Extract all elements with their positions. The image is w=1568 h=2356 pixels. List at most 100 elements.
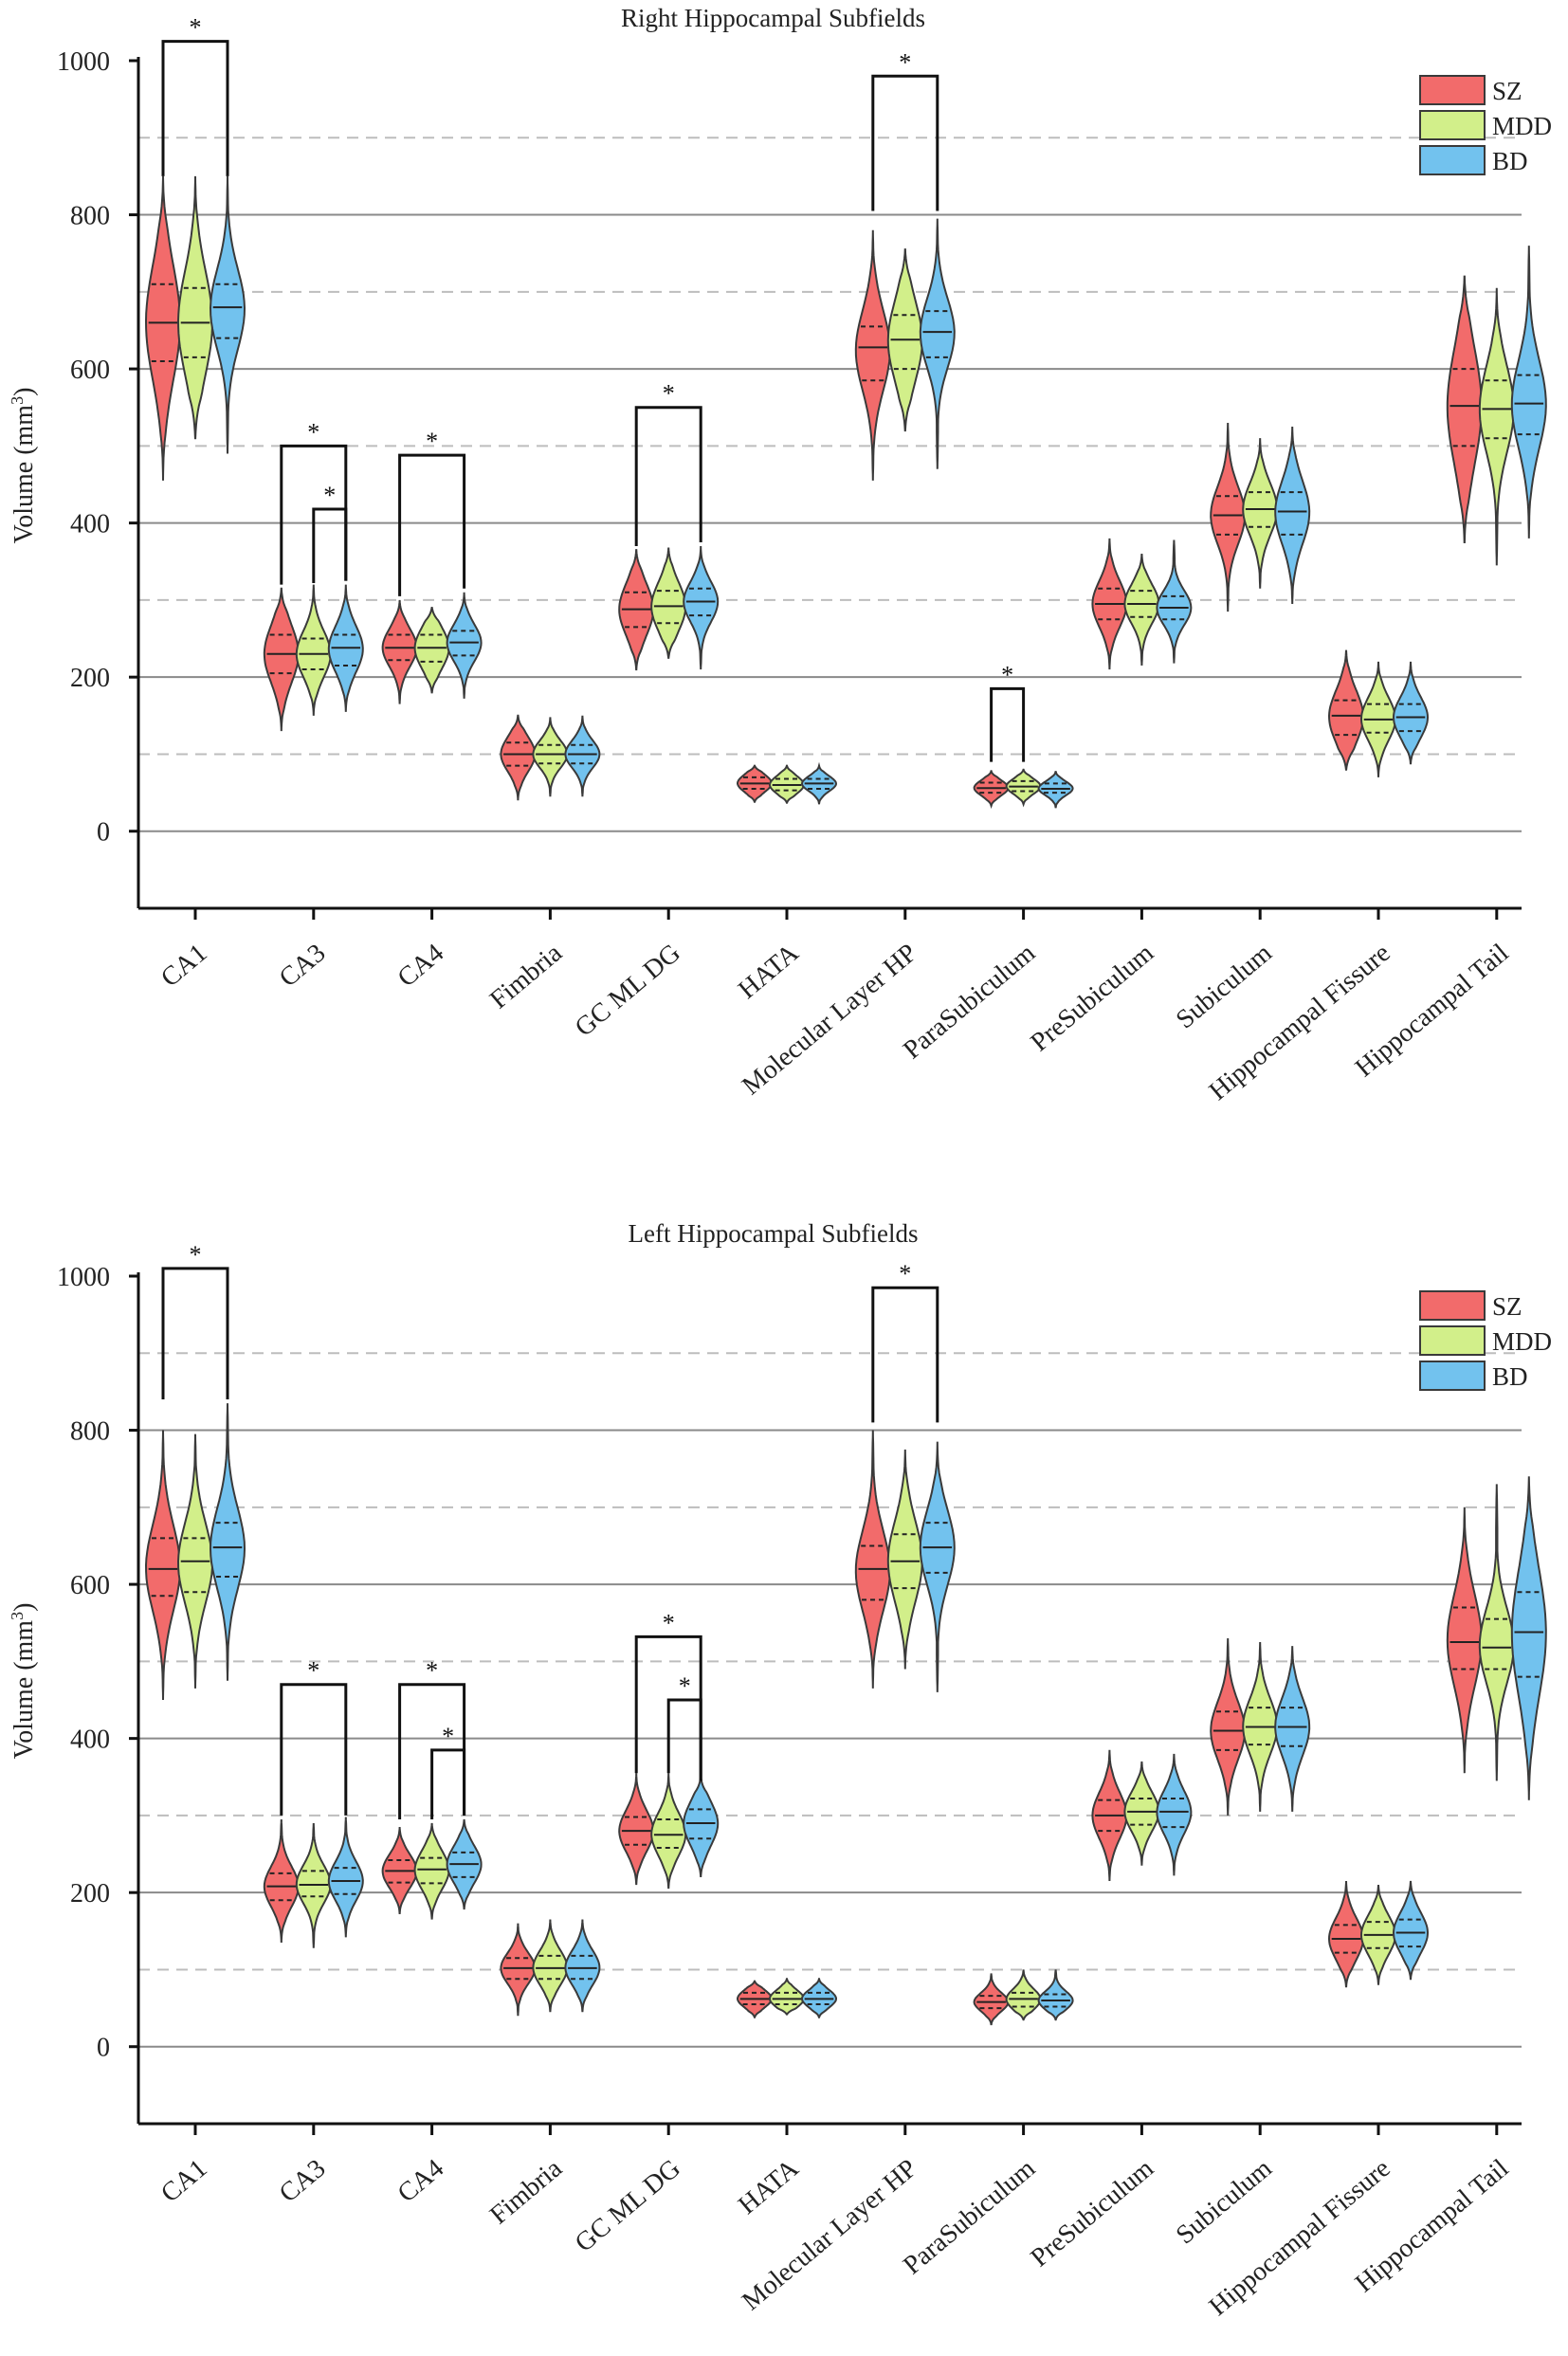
x-tick-label: Fimbria (484, 938, 568, 1014)
violin-bd (683, 545, 720, 670)
y-tick-label: 800 (70, 202, 110, 231)
y-tick-label: 400 (70, 1726, 110, 1755)
violin-bd (564, 1919, 601, 2013)
violin-bd (919, 218, 956, 469)
significance-bracket (280, 1683, 348, 1816)
significance-star: * (190, 1241, 202, 1269)
violin-sz (1327, 649, 1365, 771)
violin-mdd (295, 584, 332, 716)
violin-bd (919, 1441, 956, 1692)
significance-star: * (442, 1723, 454, 1750)
significance-star: * (1001, 661, 1013, 688)
y-tick-label: 200 (70, 1879, 110, 1909)
x-tick-label: CA3 (274, 939, 331, 994)
violin-bd (1274, 1646, 1311, 1812)
legend-swatch-sz (1419, 1290, 1486, 1321)
y-tick-label: 600 (70, 1571, 110, 1600)
violin-sz (1210, 1637, 1247, 1816)
legend-swatch-sz (1419, 75, 1486, 105)
x-tick-label: Fimbria (484, 2153, 568, 2230)
significance-bracket (161, 40, 229, 176)
significance-bracket (161, 1267, 229, 1400)
violin-sz (1446, 275, 1483, 543)
violin-sz (263, 587, 300, 732)
significance-star: * (899, 1260, 911, 1288)
violin-sz (1446, 1507, 1483, 1774)
x-tick-label: CA1 (155, 939, 212, 994)
y-axis-label: Volume (mm3) (8, 1603, 39, 1760)
significance-bracket (430, 1748, 466, 1819)
legend-label-bd: BD (1492, 147, 1528, 175)
y-axis-label-main: Volume (mm (9, 1620, 39, 1760)
significance-star: * (323, 482, 336, 509)
y-axis-label-close: ) (9, 388, 39, 396)
significance-bracket (398, 453, 466, 596)
legend-swatch-bd (1419, 145, 1486, 175)
legend-swatch-mdd (1419, 1325, 1486, 1356)
y-tick-label: 1000 (57, 1263, 110, 1292)
violin-mdd (650, 547, 687, 659)
significance-bracket (990, 686, 1026, 762)
violin-bd (209, 1403, 246, 1681)
significance-star: * (426, 1657, 438, 1685)
legend-label-mdd: MDD (1492, 1327, 1552, 1356)
violin-mdd (1123, 554, 1160, 667)
violin-bd (1392, 661, 1430, 765)
violin-bd (1510, 1476, 1547, 1800)
violin-mdd (176, 175, 214, 440)
significance-star: * (307, 418, 319, 446)
y-axis-label-main: Volume (mm (9, 405, 39, 544)
violin-sz (854, 1430, 891, 1689)
x-tick-label: GC ML DG (570, 939, 686, 1043)
violin-mdd (1478, 287, 1515, 566)
violin-bd (1156, 539, 1193, 664)
y-tick-label: 200 (70, 664, 110, 693)
violin-sz (1210, 422, 1247, 612)
violin-sz (144, 175, 182, 481)
significance-bracket (871, 74, 939, 211)
violin-bd (800, 761, 838, 805)
violin-sz (263, 1818, 300, 1944)
significance-bracket (666, 1698, 702, 1781)
significance-star: * (663, 1609, 675, 1636)
y-axis-label-close: ) (9, 1603, 39, 1612)
significance-star: * (899, 48, 911, 76)
x-tick-label: CA3 (274, 2154, 331, 2209)
violin-bd (209, 175, 246, 454)
x-tick-label: HATA (733, 2153, 805, 2220)
violin-mdd (1005, 1969, 1042, 2021)
significance-star: * (663, 380, 675, 408)
violin-bd (1510, 246, 1547, 539)
x-tick-label: CA1 (155, 2154, 212, 2209)
x-tick-label: Subiculum (1171, 2153, 1278, 2250)
x-tick-label: CA4 (392, 2154, 449, 2209)
y-tick-label: 800 (70, 1417, 110, 1447)
significance-bracket (312, 507, 348, 584)
violin-bd (683, 1776, 720, 1877)
significance-star: * (426, 428, 438, 455)
significance-star: * (307, 1657, 319, 1685)
violin-mdd (1478, 1484, 1515, 1781)
violin-bd (1274, 426, 1311, 605)
violin-sz (500, 714, 537, 801)
violin-mdd (413, 607, 450, 694)
y-tick-label: 1000 (57, 47, 110, 77)
y-tick-label: 0 (97, 2034, 110, 2063)
violin-sz (973, 1973, 1010, 2026)
violin-sz (854, 229, 891, 481)
significance-bracket (634, 406, 702, 547)
y-tick-label: 400 (70, 510, 110, 539)
violin-bd (446, 592, 483, 699)
y-axis-label: Volume (mm3) (8, 388, 39, 544)
significance-star: * (190, 14, 202, 42)
legend-swatch-bd (1419, 1361, 1486, 1391)
violin-bd (1392, 1880, 1430, 1981)
violin-mdd (1123, 1761, 1160, 1866)
violin-mdd (886, 1449, 923, 1670)
x-tick-label: PreSubiculum (1025, 938, 1159, 1057)
y-axis-label-superscript: 3 (8, 396, 27, 405)
violin-bd (1156, 1753, 1193, 1876)
violin-mdd (650, 1773, 687, 1890)
violin-sz (1327, 1880, 1365, 1988)
